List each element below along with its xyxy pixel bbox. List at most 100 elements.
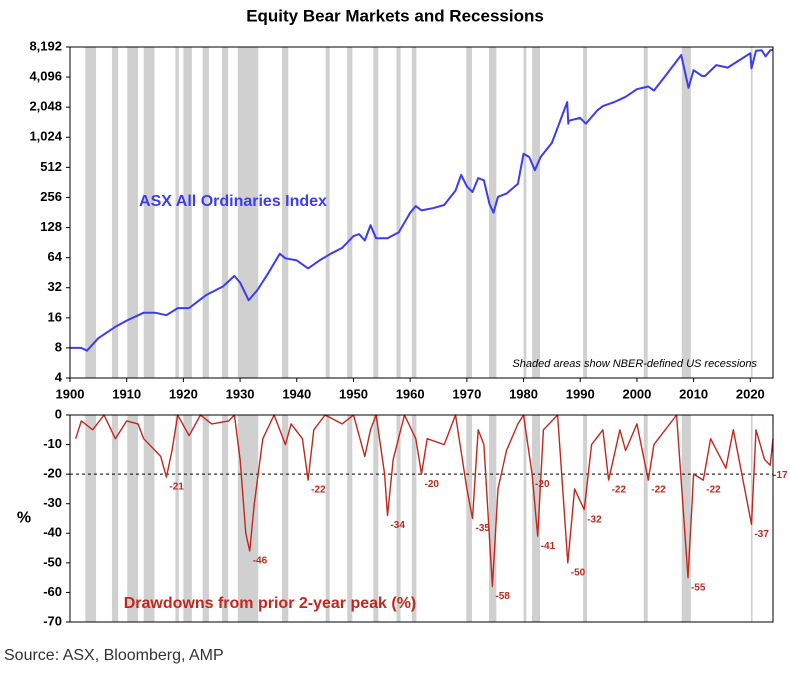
drawdown-label: -22	[651, 485, 666, 496]
recession-band	[143, 47, 155, 378]
y-tick-label: 1,024	[29, 129, 62, 144]
x-tick-label: 1930	[226, 386, 255, 401]
x-tick-label: 1900	[56, 386, 85, 401]
recession-band	[681, 47, 691, 378]
recession-band	[85, 47, 97, 378]
series-label: Drawdowns from prior 2-year peak (%)	[124, 595, 417, 612]
y-tick-label: 256	[40, 189, 62, 204]
recession-band	[488, 415, 497, 622]
x-tick-label: 1980	[509, 386, 538, 401]
recession-band	[237, 415, 259, 622]
y-tick-label: -40	[43, 525, 62, 540]
recession-band	[85, 415, 97, 622]
recession-band	[202, 415, 209, 622]
recession-band	[143, 415, 155, 622]
x-tick-label: 1970	[452, 386, 481, 401]
y-tick-label: 4,096	[29, 69, 62, 84]
x-tick-label: 2010	[679, 386, 708, 401]
recession-band	[111, 47, 119, 378]
recession-band	[583, 415, 588, 622]
recession-band	[523, 415, 527, 622]
drawdown-label: -32	[587, 514, 602, 525]
plot-frame	[69, 46, 774, 379]
recession-band	[127, 47, 139, 378]
drawdown-label: -35	[476, 523, 491, 534]
recession-band	[396, 47, 401, 378]
drawdown-label: -20	[535, 479, 550, 490]
x-tick-label: 2000	[622, 386, 651, 401]
y-tick-label: -50	[43, 554, 62, 569]
recession-band	[681, 415, 691, 622]
drawdown-label: -22	[311, 485, 326, 496]
y-tick-label: 512	[40, 159, 62, 174]
recession-band	[411, 415, 417, 622]
recession-band	[466, 47, 472, 378]
series-line	[70, 48, 774, 352]
recession-band	[175, 47, 179, 378]
drawdown-label: -46	[253, 556, 268, 567]
recession-band	[221, 415, 229, 622]
drawdown-label: -22	[706, 485, 721, 496]
recession-band	[583, 47, 588, 378]
drawdown-label: -50	[571, 567, 586, 578]
y-tick-label: 16	[48, 309, 62, 324]
y-tick-label: -20	[43, 466, 62, 481]
drawdown-label: -21	[169, 482, 184, 493]
x-tick-label: 2020	[736, 386, 765, 401]
source: Source: ASX, Bloomberg, AMP	[4, 647, 224, 664]
drawdown-label: -41	[541, 541, 556, 552]
recession-band	[282, 47, 289, 378]
recession-band	[175, 415, 179, 622]
y-tick-label: 4	[55, 369, 63, 384]
recession-band	[347, 415, 353, 622]
drawdown-label: -22	[612, 485, 627, 496]
drawdown-label: -55	[691, 582, 706, 593]
y-axis-label: %	[17, 510, 31, 527]
drawdown-label: -17	[773, 470, 788, 481]
x-tick-label: 1950	[339, 386, 368, 401]
y-tick-label: -60	[43, 584, 62, 599]
drawdown-label: -20	[425, 479, 440, 490]
recession-band	[643, 415, 648, 622]
drawdown-label: -34	[390, 520, 405, 531]
recession-band	[373, 415, 379, 622]
x-tick-label: 1940	[282, 386, 311, 401]
y-tick-label: 2,048	[29, 99, 62, 114]
x-tick-label: 1990	[566, 386, 595, 401]
recession-band	[183, 47, 192, 378]
recession-band	[127, 415, 139, 622]
recession-band	[325, 415, 330, 622]
y-tick-label: -70	[43, 613, 62, 628]
recession-band	[466, 415, 472, 622]
y-tick-label: 128	[40, 219, 62, 234]
x-tick-label: 1960	[396, 386, 425, 401]
recession-band	[523, 47, 527, 378]
recession-band	[373, 47, 379, 378]
chart-title: Equity Bear Markets and Recessions	[246, 6, 544, 25]
x-tick-label: 1910	[112, 386, 141, 401]
recession-band	[282, 415, 289, 622]
recession-band	[221, 47, 229, 378]
recession-band	[237, 47, 259, 378]
x-tick-label: 1920	[169, 386, 198, 401]
y-tick-label: -10	[43, 436, 62, 451]
y-tick-label: 32	[48, 279, 62, 294]
recession-band	[183, 415, 192, 622]
recession-band	[111, 415, 119, 622]
y-tick-label: 0	[55, 406, 62, 421]
note: Shaded areas show NBER-defined US recess…	[512, 358, 757, 370]
drawdown-label: -37	[754, 529, 769, 540]
recession-band	[396, 415, 401, 622]
recession-band	[202, 47, 209, 378]
recession-band	[411, 47, 417, 378]
recession-band	[643, 47, 648, 378]
drawdown-label: -58	[495, 591, 510, 602]
plot-frame	[69, 414, 774, 623]
series-label: ASX All Ordinaries Index	[139, 193, 327, 210]
recession-band	[750, 47, 753, 378]
recession-band	[325, 47, 330, 378]
y-tick-label: -30	[43, 495, 62, 510]
recession-band	[532, 47, 540, 378]
